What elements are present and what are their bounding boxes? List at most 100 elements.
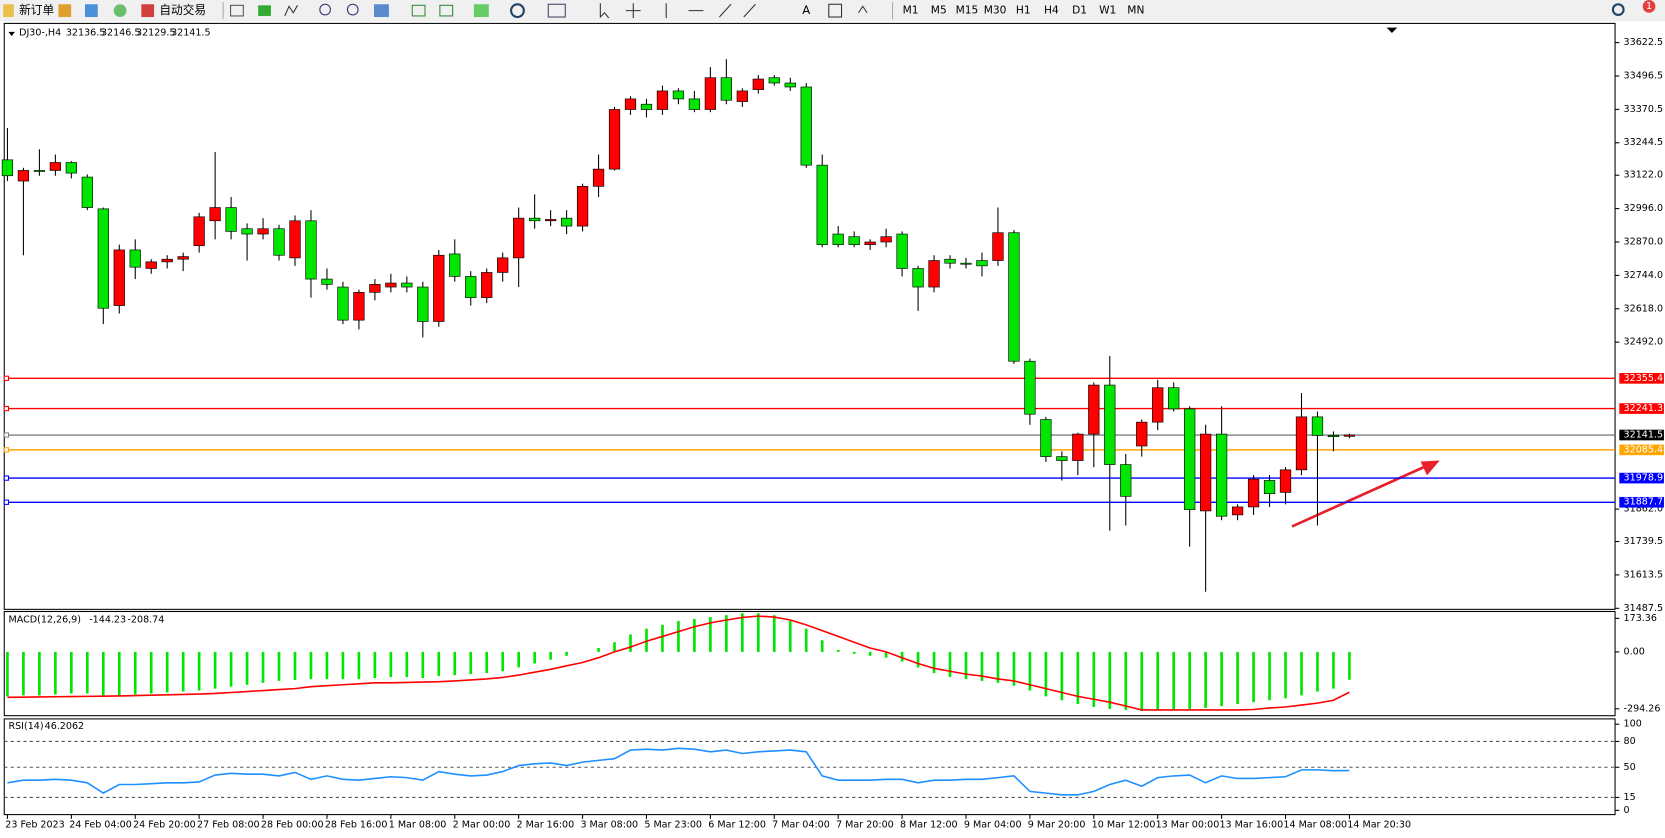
x-tick-label: 5 Mar 23:00 <box>644 820 702 831</box>
icon[interactable] <box>3 4 14 18</box>
candle-body <box>1247 478 1260 508</box>
candle-body <box>289 220 301 259</box>
timeframe[interactable]: H1 <box>1016 4 1031 17</box>
header-value: 32129.5 <box>136 27 175 38</box>
candle-body <box>161 258 173 263</box>
x-tick-label: 6 Mar 12:00 <box>708 820 766 831</box>
candle-body <box>1168 387 1180 410</box>
icon[interactable] <box>258 5 271 16</box>
x-tick-label: 10 Mar 12:00 <box>1092 820 1156 831</box>
level-handle <box>3 432 10 438</box>
x-tick-label: 13 Mar 16:00 <box>1219 820 1283 831</box>
candle-body <box>592 168 605 187</box>
x-tick-label: 28 Feb 00:00 <box>261 820 324 831</box>
macd-signal <box>7 615 1350 711</box>
candle-body <box>225 207 237 232</box>
x-tick-label: 23 Feb 2023 <box>5 820 64 831</box>
level-handle <box>3 447 10 453</box>
timeframe[interactable]: H4 <box>1044 4 1059 17</box>
candle-body <box>449 253 461 277</box>
y-tick-label: 32618.0 <box>1624 303 1663 314</box>
icon[interactable] <box>346 3 359 16</box>
header-value: 32146.5 <box>101 27 140 38</box>
icon[interactable] <box>510 3 525 19</box>
candle-body <box>816 164 828 245</box>
y-tick-label: -294.26 <box>1624 703 1661 714</box>
candle-body <box>1040 419 1052 457</box>
toolbar-bg <box>0 0 1665 22</box>
y-tick-label: 173.36 <box>1624 613 1657 624</box>
icon[interactable] <box>439 4 454 17</box>
arrow <box>1291 463 1430 528</box>
level-handle <box>3 499 10 505</box>
timeframe[interactable]: MN <box>1127 4 1144 17</box>
icon[interactable] <box>284 5 298 17</box>
candle-body <box>353 292 365 321</box>
macd-name: MACD(12,26,9) <box>9 614 81 625</box>
macd-readout: -144.23 <box>89 614 126 625</box>
y-tick-label: 31739.5 <box>1624 536 1663 547</box>
level-handle <box>3 475 10 481</box>
y-tick-label: 31487.5 <box>1624 603 1663 614</box>
icon[interactable] <box>858 5 868 14</box>
level-box <box>1619 496 1664 508</box>
timeframe[interactable]: D1 <box>1072 4 1087 17</box>
icon[interactable] <box>473 4 489 18</box>
icon[interactable] <box>230 4 244 17</box>
icon[interactable] <box>599 3 610 19</box>
icon[interactable] <box>141 4 155 18</box>
timeframe[interactable]: M5 <box>931 4 947 17</box>
icon[interactable] <box>374 4 389 18</box>
level-box <box>1619 472 1664 484</box>
search[interactable] <box>1611 3 1625 16</box>
level-handle <box>3 405 10 412</box>
y-tick-label: 0 <box>1624 805 1630 816</box>
x-tick-label: 24 Feb 20:00 <box>133 820 196 831</box>
icon[interactable] <box>625 3 641 19</box>
icon[interactable] <box>828 3 843 18</box>
candle-body <box>912 268 924 288</box>
x-tick-label: 7 Mar 20:00 <box>836 820 894 831</box>
timeframe[interactable]: W1 <box>1099 4 1116 17</box>
x-tick-label: 24 Feb 04:00 <box>69 820 132 831</box>
arrow-head <box>1420 460 1440 476</box>
candle-body <box>145 261 157 269</box>
y-tick-label: 32744.0 <box>1624 270 1663 281</box>
new-order[interactable]: 新订单 <box>19 3 54 17</box>
candle-body <box>1231 506 1244 516</box>
y-tick-label: 31862.0 <box>1624 504 1663 515</box>
level-box <box>1619 373 1664 384</box>
y-tick-label: 33244.5 <box>1624 137 1663 148</box>
candle-body <box>672 90 685 100</box>
candle-body <box>257 228 269 235</box>
y-tick-label: 15 <box>1624 792 1636 803</box>
y-tick-label: 100 <box>1624 719 1642 730</box>
candle-body <box>337 286 349 321</box>
icon[interactable] <box>58 4 72 18</box>
header-value: 32136.5 <box>66 27 105 38</box>
icon[interactable] <box>319 3 331 16</box>
candle-body <box>33 170 46 172</box>
x-tick-label: 8 Mar 12:00 <box>900 820 958 831</box>
icon[interactable] <box>411 4 426 17</box>
candle-body <box>49 162 61 171</box>
candle-body <box>113 249 125 306</box>
icon[interactable] <box>85 4 98 18</box>
candle-body <box>1088 384 1100 435</box>
text-tool[interactable]: A <box>802 3 810 17</box>
y-tick-label: 32996.0 <box>1624 203 1663 214</box>
candle-body <box>1263 480 1276 495</box>
alert-badge[interactable] <box>1642 0 1656 13</box>
icon[interactable] <box>665 3 756 19</box>
auto-trade[interactable]: 自动交易 <box>159 3 206 17</box>
timeframe[interactable]: M1 <box>903 4 919 17</box>
icon[interactable] <box>113 4 127 18</box>
timeframe[interactable]: M15 <box>956 4 979 17</box>
candle-body <box>544 219 557 222</box>
timeframe[interactable]: M30 <box>984 4 1007 17</box>
candle-body <box>560 217 573 227</box>
candle-body <box>736 90 748 102</box>
chart-title: DJ30-,H4 <box>19 27 61 38</box>
icon[interactable] <box>547 3 566 18</box>
